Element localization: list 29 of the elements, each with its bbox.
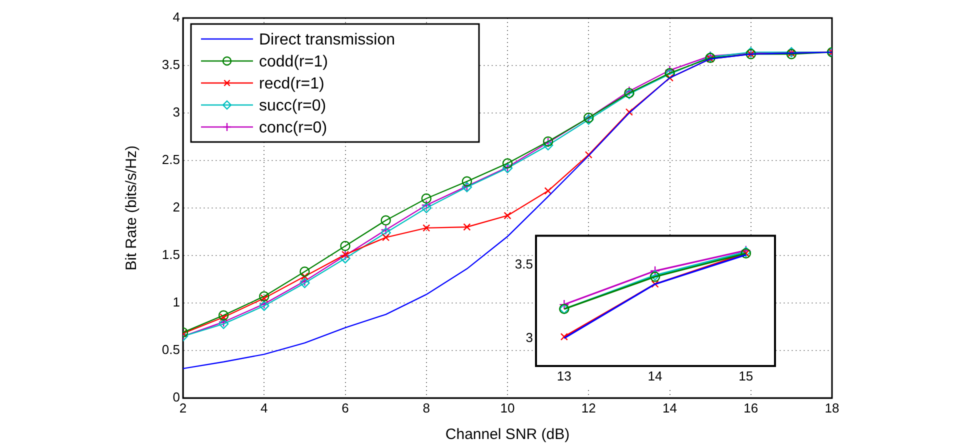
y-tick-label: 1.5 [162,247,180,262]
x-tick-label: 14 [648,368,662,384]
x-tick-label: 8 [422,400,430,416]
legend-label: codd(r=1) [259,53,328,70]
y-tick-label: 0 [172,390,180,405]
y-tick-label: 3.5 [162,57,180,72]
x-axis-title: Channel SNR (dB) [445,426,570,444]
legend-label: Direct transmission [259,31,396,48]
y-tick-label: 2 [172,200,180,215]
y-tick-label: 2.5 [162,152,180,168]
x-tick-label: 18 [824,400,840,416]
legend-label: succ(r=0) [259,97,326,114]
y-tick-label: 3 [526,330,533,345]
y-tick-label: 0.5 [162,342,180,358]
x-tick-label: 16 [744,400,758,416]
x-tick-label: 4 [260,400,268,416]
legend-label: conc(r=0) [259,119,328,136]
y-tick-label: 3 [172,104,180,120]
x-tick-label: 13 [556,368,572,384]
x-tick-label: 14 [662,400,677,416]
y-tick-label: 1 [172,294,180,310]
y-tick-label: 3.5 [514,256,533,272]
y-tick-label: 4 [172,10,180,25]
x-tick-label: 12 [581,400,596,416]
x-tick-label: 15 [738,368,754,384]
x-tick-label: 6 [342,400,349,416]
legend-label: recd(r=1) [259,75,324,92]
y-axis-title: Bit Rate (bits/s/Hz) [123,145,140,271]
x-tick-label: 10 [500,400,515,416]
